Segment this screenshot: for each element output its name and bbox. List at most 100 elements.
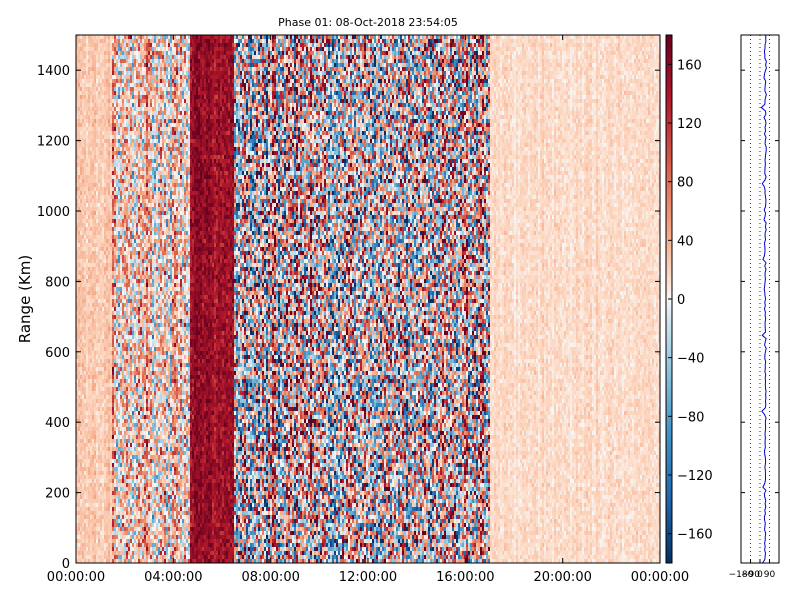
heatmap-cell	[82, 455, 84, 459]
heatmap-cell	[86, 211, 88, 215]
heatmap-cell	[96, 131, 98, 135]
heatmap-cell	[84, 35, 86, 39]
heatmap-cell	[96, 407, 98, 411]
heatmap-cell	[92, 235, 94, 239]
heatmap-cell	[80, 291, 82, 295]
heatmap-cell	[82, 183, 84, 187]
heatmap-cell	[88, 271, 90, 275]
heatmap-cell	[88, 511, 90, 515]
heatmap-cell	[82, 403, 84, 407]
heatmap-cell	[84, 411, 86, 415]
heatmap-cell	[90, 487, 92, 491]
heatmap-cell	[94, 123, 96, 127]
heatmap-cell	[88, 207, 90, 211]
heatmap-cell	[88, 323, 90, 327]
heatmap-cell	[98, 87, 100, 91]
heatmap-cell	[92, 519, 94, 523]
heatmap-cell	[82, 35, 84, 39]
heatmap-cell	[78, 375, 80, 379]
heatmap-cell	[90, 115, 92, 119]
heatmap-cell	[86, 223, 88, 227]
heatmap-cell	[96, 479, 98, 483]
heatmap-cell	[96, 419, 98, 423]
heatmap-cell	[84, 55, 86, 59]
heatmap-cell	[82, 307, 84, 311]
heatmap-cell	[80, 507, 82, 511]
heatmap-cell	[92, 383, 94, 387]
heatmap-cell	[92, 363, 94, 367]
heatmap-cell	[78, 123, 80, 127]
heatmap-cell	[84, 275, 86, 279]
heatmap-cell	[78, 291, 80, 295]
heatmap-cell	[90, 407, 92, 411]
heatmap-cell	[78, 39, 80, 43]
heatmap-cell	[80, 447, 82, 451]
heatmap-cell	[86, 551, 88, 555]
heatmap-cell	[78, 151, 80, 155]
heatmap-cell	[78, 111, 80, 115]
heatmap-cell	[96, 491, 98, 495]
heatmap-cell	[84, 387, 86, 391]
heatmap-cell	[78, 311, 80, 315]
heatmap-cell	[82, 339, 84, 343]
heatmap-cell	[98, 243, 100, 247]
heatmap-cell	[94, 295, 96, 299]
heatmap-cell	[86, 519, 88, 523]
heatmap-cell	[94, 435, 96, 439]
heatmap-cell	[86, 151, 88, 155]
heatmap-cell	[82, 243, 84, 247]
heatmap-cell	[84, 555, 86, 559]
heatmap-cell	[96, 403, 98, 407]
heatmap-cell	[78, 119, 80, 123]
heatmap-cell	[98, 131, 100, 135]
heatmap-cell	[96, 263, 98, 267]
heatmap-cell	[90, 275, 92, 279]
heatmap-cell	[90, 111, 92, 115]
heatmap-cell	[94, 427, 96, 431]
heatmap-cell	[90, 535, 92, 539]
heatmap-cell	[78, 135, 80, 139]
heatmap-cell	[84, 359, 86, 363]
heatmap-cell	[88, 51, 90, 55]
heatmap-cell	[82, 319, 84, 323]
heatmap-cell	[94, 71, 96, 75]
heatmap-cell	[80, 111, 82, 115]
heatmap-cell	[90, 359, 92, 363]
heatmap-cell	[94, 303, 96, 307]
heatmap-cell	[82, 283, 84, 287]
heatmap-cell	[80, 251, 82, 255]
heatmap-cell	[88, 187, 90, 191]
heatmap-cell	[94, 523, 96, 527]
heatmap-cell	[94, 339, 96, 343]
heatmap-cell	[80, 403, 82, 407]
heatmap-cell	[88, 139, 90, 143]
heatmap-cell	[86, 451, 88, 455]
heatmap-cell	[96, 139, 98, 143]
heatmap-cell	[90, 483, 92, 487]
heatmap-cell	[80, 219, 82, 223]
heatmap-cell	[90, 499, 92, 503]
heatmap-cell	[90, 391, 92, 395]
heatmap-cell	[90, 211, 92, 215]
heatmap-cell	[80, 95, 82, 99]
heatmap-cell	[98, 79, 100, 83]
heatmap-cell	[88, 399, 90, 403]
heatmap-cell	[84, 147, 86, 151]
heatmap-cell	[90, 503, 92, 507]
heatmap-cell	[90, 551, 92, 555]
heatmap-cell	[90, 159, 92, 163]
heatmap-cell	[92, 135, 94, 139]
heatmap-cell	[86, 547, 88, 551]
heatmap-cell	[90, 431, 92, 435]
heatmap-cell	[92, 555, 94, 559]
heatmap-cell	[80, 379, 82, 383]
heatmap-cell	[98, 207, 100, 211]
heatmap-cell	[88, 547, 90, 551]
heatmap-cell	[82, 215, 84, 219]
heatmap-cell	[82, 351, 84, 355]
heatmap-cell	[86, 219, 88, 223]
heatmap-cell	[84, 107, 86, 111]
heatmap-cell	[86, 175, 88, 179]
heatmap-cell	[84, 175, 86, 179]
heatmap-cell	[84, 43, 86, 47]
